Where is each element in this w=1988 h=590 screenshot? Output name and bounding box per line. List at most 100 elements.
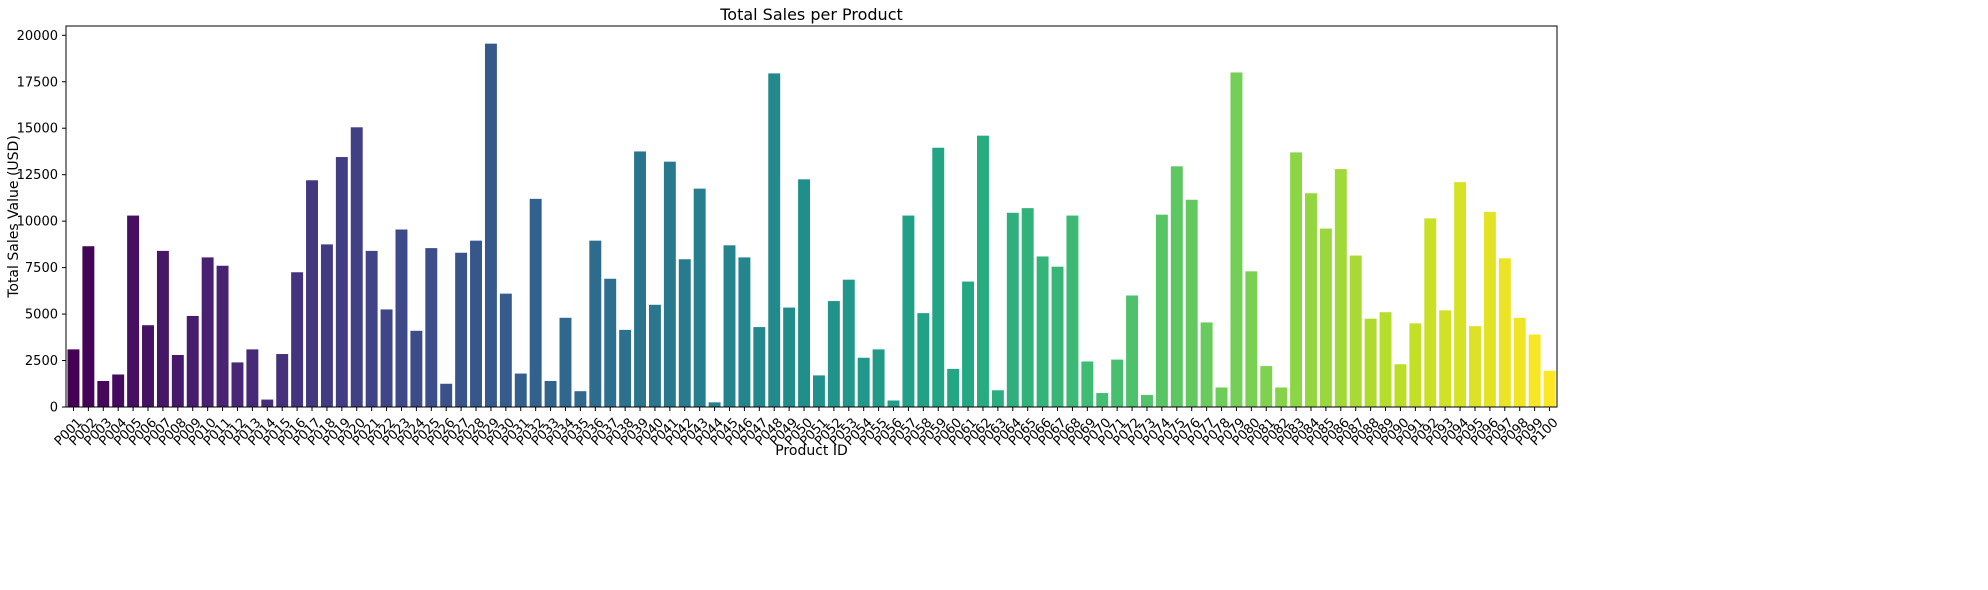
bar-p077 [1200, 322, 1213, 407]
bar-p062 [977, 135, 989, 407]
bar-p050 [798, 179, 811, 407]
y-axis-label: Total Sales Value (USD) [6, 135, 22, 299]
bar-p017 [306, 180, 318, 407]
bar-p090 [1394, 364, 1407, 407]
bar-p010 [201, 257, 214, 407]
bar-p033 [544, 380, 557, 407]
bar-p001 [67, 349, 80, 407]
bar-p045 [723, 245, 736, 407]
y-tick-label: 2500 [25, 354, 58, 369]
bar-p036 [589, 240, 602, 407]
bar-p022 [380, 309, 393, 407]
bar-p064 [1006, 212, 1019, 407]
bar-p087 [1349, 255, 1362, 407]
bar-p015 [276, 354, 289, 407]
bar-p073 [1141, 394, 1153, 407]
bar-p063 [991, 390, 1004, 407]
bar-p026 [440, 383, 453, 407]
bar-p013 [246, 349, 259, 407]
bar-p054 [857, 357, 870, 407]
bar-p014 [261, 399, 274, 407]
bar-p081 [1260, 366, 1273, 407]
x-axis-ticks: P001P002P003P004P005P006P007P008P009P010… [52, 407, 1562, 449]
bar-p089 [1379, 312, 1392, 407]
y-tick-label: 10000 [17, 215, 58, 230]
bar-p028 [470, 240, 482, 407]
bar-p078 [1215, 387, 1228, 407]
x-axis-label: Product ID [775, 443, 848, 459]
bar-p044 [708, 402, 721, 407]
y-tick-label: 12500 [17, 168, 58, 183]
bar-p042 [678, 259, 691, 407]
bar-p079 [1230, 72, 1243, 408]
bar-p047 [753, 327, 766, 407]
bars-layer [67, 43, 1556, 408]
y-tick-label: 7500 [25, 261, 58, 276]
y-tick-label: 20000 [17, 29, 58, 44]
bar-p074 [1155, 214, 1168, 407]
bar-p082 [1275, 387, 1288, 407]
bar-p030 [499, 293, 512, 407]
bar-p039 [634, 151, 646, 407]
bar-p065 [1021, 208, 1034, 407]
y-tick-label: 0 [50, 401, 58, 416]
bar-p075 [1170, 166, 1183, 407]
bar-p084 [1305, 193, 1317, 407]
bar-p067 [1051, 266, 1064, 407]
bar-p092 [1424, 218, 1437, 407]
bar-p020 [350, 127, 363, 407]
bar-p048 [768, 73, 781, 407]
bar-p093 [1439, 310, 1452, 407]
y-tick-label: 5000 [25, 308, 58, 323]
bar-p053 [842, 279, 855, 407]
bar-p043 [693, 188, 706, 407]
bar-p096 [1483, 211, 1496, 407]
bar-p086 [1334, 169, 1347, 407]
bar-p004 [112, 374, 125, 407]
bar-p025 [425, 248, 438, 407]
bar-p083 [1290, 152, 1303, 407]
bar-p098 [1513, 317, 1526, 407]
bar-p016 [291, 272, 304, 407]
bar-p040 [648, 304, 661, 407]
bar-p095 [1469, 326, 1481, 407]
bar-p021 [365, 250, 378, 407]
bar-p037 [604, 278, 617, 407]
bar-p055 [872, 349, 885, 407]
bar-p049 [783, 307, 796, 407]
bar-p032 [529, 198, 542, 407]
y-axis-ticks: 0 2500 5000 7500 10000 12500 15000 17500 20000 [17, 29, 66, 416]
bar-p008 [171, 354, 184, 407]
bar-p046 [738, 257, 751, 407]
bar-p059 [932, 147, 945, 408]
bar-p094 [1454, 182, 1467, 407]
bar-p085 [1319, 228, 1332, 407]
bar-p100 [1543, 370, 1556, 407]
bar-p068 [1066, 215, 1079, 407]
bar-p023 [395, 229, 408, 407]
y-tick-label: 17500 [17, 75, 58, 90]
bar-p034 [559, 317, 572, 407]
bar-p052 [827, 301, 840, 407]
bar-p024 [410, 330, 423, 407]
bar-p058 [917, 313, 930, 407]
bar-p091 [1409, 323, 1422, 407]
bar-p006 [142, 325, 154, 407]
bar-p070 [1096, 393, 1109, 407]
bar-p057 [902, 215, 915, 407]
bar-p003 [97, 380, 110, 407]
bar-p041 [663, 161, 676, 407]
bar-p027 [455, 252, 468, 407]
plot-frame [65, 25, 1558, 408]
bar-p072 [1126, 295, 1139, 407]
bar-p007 [156, 250, 169, 407]
bar-p035 [574, 391, 587, 407]
bar-p097 [1498, 258, 1511, 407]
bar-p009 [186, 315, 199, 407]
bar-p005 [127, 215, 140, 407]
bar-p029 [484, 43, 497, 407]
bar-p088 [1364, 318, 1377, 407]
bar-p076 [1185, 199, 1198, 407]
